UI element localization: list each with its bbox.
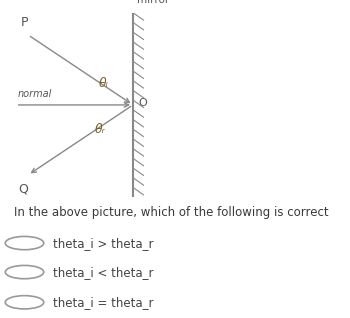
Text: theta_i < theta_r: theta_i < theta_r [52, 266, 153, 279]
Text: mirror: mirror [136, 0, 169, 5]
Text: P: P [21, 16, 28, 29]
Text: θᵣ: θᵣ [94, 123, 105, 136]
Text: θᵢ: θᵢ [98, 77, 108, 90]
Text: Q: Q [18, 183, 28, 195]
Text: normal: normal [18, 89, 52, 100]
Text: theta_i = theta_r: theta_i = theta_r [52, 296, 153, 309]
Text: In the above picture, which of the following is correct: In the above picture, which of the follo… [14, 206, 329, 218]
Text: theta_i > theta_r: theta_i > theta_r [52, 237, 153, 250]
Text: O: O [138, 98, 147, 108]
